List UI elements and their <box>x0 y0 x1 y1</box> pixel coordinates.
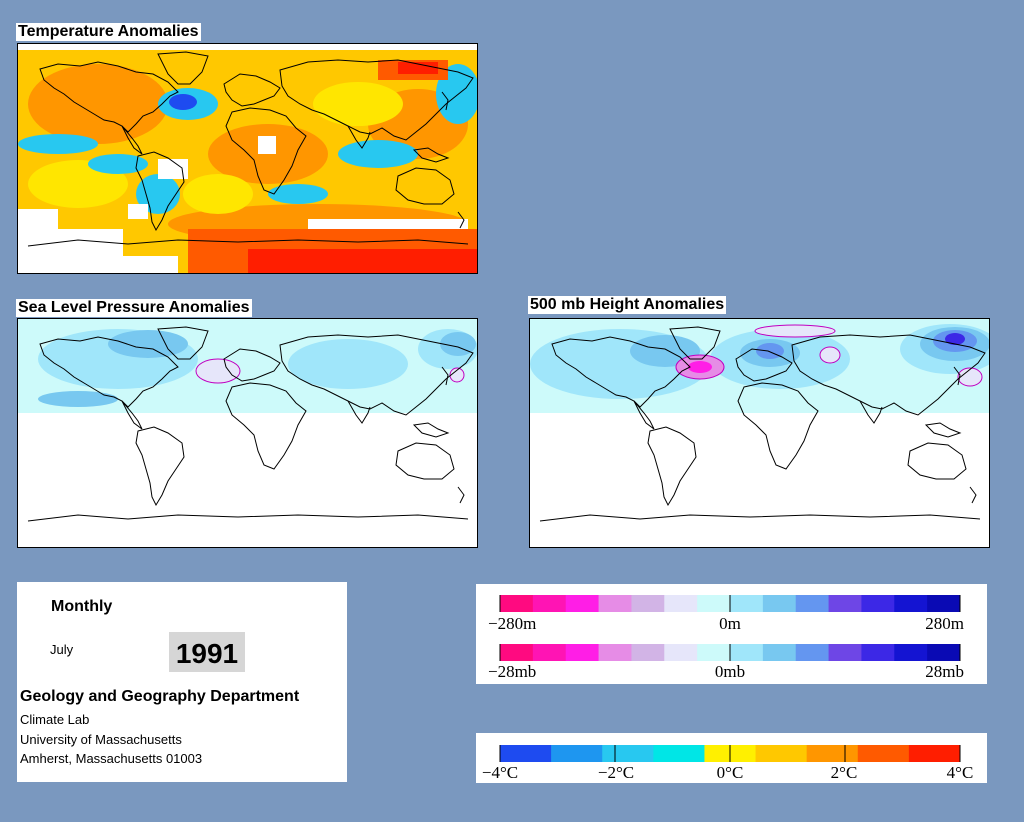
colorbar-swatch <box>598 595 632 612</box>
height-colorbar <box>499 595 961 612</box>
university-name: University of Massachusetts <box>20 732 182 747</box>
temp-label-neg4: −4°C <box>482 763 518 782</box>
colorbar-swatch <box>806 745 859 762</box>
lab-name: Climate Lab <box>20 712 90 727</box>
500mb-height-anomaly-map <box>529 318 990 548</box>
colorbar-swatch <box>532 595 567 612</box>
height-pressure-legend: −280m 0m 280m −28mb 0mb 28mb <box>476 584 987 684</box>
colorbar-swatch <box>861 595 895 612</box>
colorbar-swatch <box>927 644 961 661</box>
temperature-legend: −4°C −2°C 0°C 2°C 4°C <box>476 733 987 783</box>
colorbar-swatch <box>697 595 731 612</box>
colorbar-swatch <box>500 745 552 762</box>
height-zero-label: 0m <box>719 614 741 633</box>
colorbar-swatch <box>908 745 961 762</box>
sea-level-pressure-anomaly-map <box>17 318 478 548</box>
colorbar-swatch <box>795 595 830 612</box>
month-label: July <box>50 642 74 657</box>
colorbar-swatch <box>762 595 797 612</box>
pressure-zero-label: 0mb <box>715 662 745 681</box>
colorbar-swatch <box>664 644 698 661</box>
temp-label-0: 0°C <box>717 763 744 782</box>
pressure-min-label: −28mb <box>488 662 536 681</box>
temp-label-4: 4°C <box>947 763 974 782</box>
colorbar-swatch <box>857 745 910 762</box>
department-name: Geology and Geography Department <box>20 688 300 705</box>
colorbar-swatch <box>828 595 862 612</box>
colorbar-swatch <box>755 745 808 762</box>
colorbar-swatch <box>565 644 600 661</box>
height-map-title: 500 mb Height Anomalies <box>528 296 727 314</box>
colorbar-swatch <box>861 644 895 661</box>
height-min-label: −280m <box>488 614 536 633</box>
temp-label-neg2: −2°C <box>598 763 634 782</box>
slp-map-title: Sea Level Pressure Anomalies <box>16 299 252 317</box>
colorbar-swatch <box>532 644 567 661</box>
colorbar-swatch <box>730 595 764 612</box>
colorbar-swatch <box>894 595 928 612</box>
colorbar-swatch <box>631 644 665 661</box>
colorbar-swatch <box>664 595 698 612</box>
period-label: Monthly <box>51 598 113 615</box>
colorbar-swatch <box>730 644 764 661</box>
colorbar-swatch <box>500 595 534 612</box>
colorbar-swatch <box>602 745 654 762</box>
colorbar-swatch <box>828 644 862 661</box>
temperature-colorbar <box>499 745 961 762</box>
pressure-max-label: 28mb <box>925 662 964 681</box>
info-panel: Monthly July 1991 Geology and Geography … <box>17 582 347 782</box>
height-max-label: 280m <box>925 614 964 633</box>
colorbar-swatch <box>653 745 705 762</box>
colorbar-swatch <box>565 595 600 612</box>
colorbar-swatch <box>551 745 603 762</box>
colorbar-swatch <box>631 595 665 612</box>
colorbar-swatch <box>762 644 797 661</box>
colorbar-swatch <box>697 644 731 661</box>
temperature-map-title: Temperature Anomalies <box>16 23 201 41</box>
pressure-colorbar <box>499 644 961 661</box>
colorbar-swatch <box>598 644 632 661</box>
address: Amherst, Massachusetts 01003 <box>20 751 203 766</box>
colorbar-swatch <box>894 644 928 661</box>
colorbar-swatch <box>795 644 830 661</box>
year-label: 1991 <box>169 632 245 672</box>
colorbar-swatch <box>500 644 534 661</box>
temp-label-2: 2°C <box>831 763 858 782</box>
temperature-anomaly-map <box>17 43 478 274</box>
colorbar-swatch <box>927 595 961 612</box>
